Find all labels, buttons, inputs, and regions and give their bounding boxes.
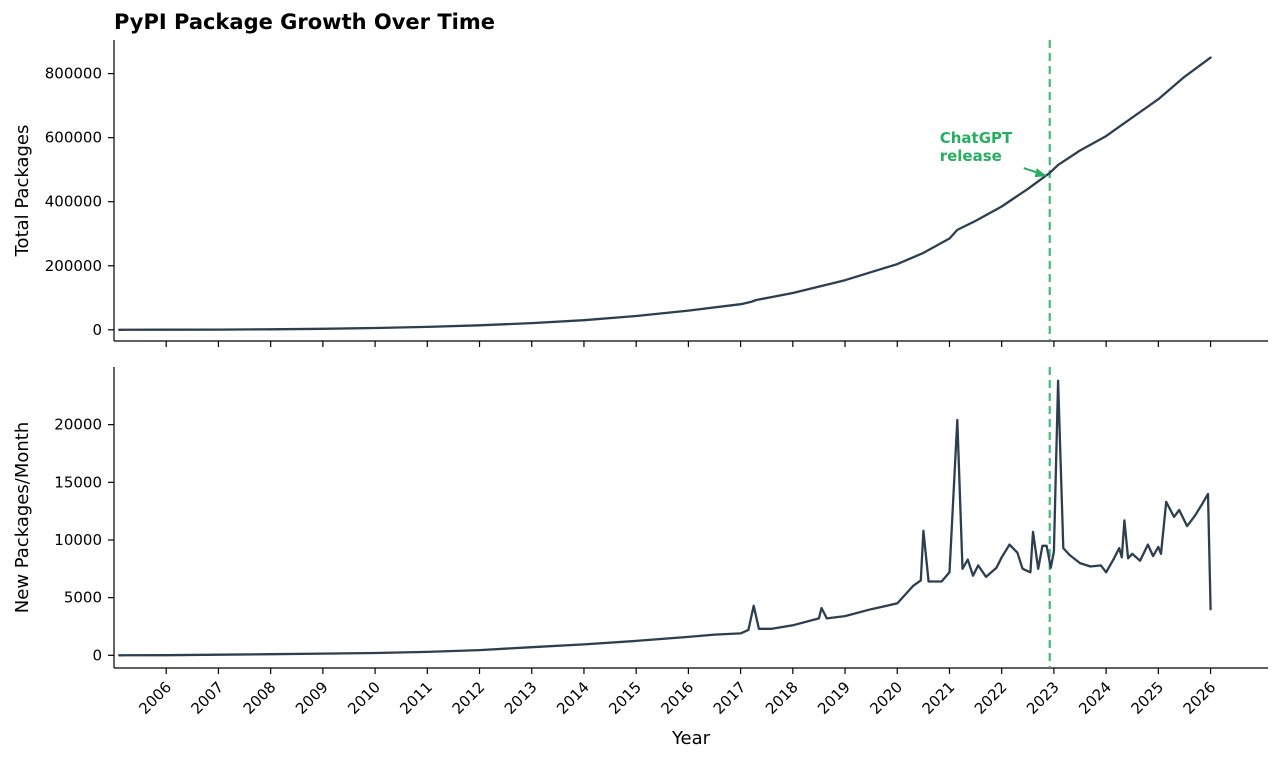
y-tick-label: 600000	[45, 129, 102, 147]
y-tick-label: 10000	[54, 531, 102, 549]
y-tick-label: 15000	[54, 473, 102, 491]
annotation-text: ChatGPT	[940, 129, 1013, 147]
x-tick-label: 2012	[449, 678, 489, 718]
y-axis-label: Total Packages	[12, 125, 33, 258]
x-tick-label: 2015	[605, 678, 645, 718]
x-tick-label: 2026	[1180, 678, 1220, 718]
x-tick-label: 2006	[135, 678, 175, 718]
x-tick-label: 2011	[396, 678, 436, 718]
y-tick-label: 200000	[45, 257, 102, 275]
y-tick-label: 0	[92, 321, 102, 339]
series-line	[118, 56, 1212, 331]
x-tick-label: 2025	[1127, 678, 1167, 718]
series-line	[118, 379, 1212, 657]
y-axis-label: New Packages/Month	[12, 422, 33, 613]
chart-title: PyPI Package Growth Over Time	[114, 10, 495, 34]
x-tick-label: 2021	[919, 678, 959, 718]
x-tick-label: 2008	[240, 678, 280, 718]
x-axis-label: Year	[671, 728, 711, 749]
x-tick-label: 2010	[344, 678, 384, 718]
x-tick-label: 2014	[553, 678, 593, 718]
x-tick-label: 2009	[292, 678, 332, 718]
y-tick-label: 20000	[54, 416, 102, 434]
y-tick-label: 5000	[64, 589, 102, 607]
x-tick-label: 2017	[710, 678, 750, 718]
x-tick-label: 2016	[657, 678, 697, 718]
annotation-arrowhead	[1034, 168, 1047, 178]
x-tick-label: 2024	[1075, 678, 1115, 718]
x-tick-label: 2013	[501, 678, 541, 718]
panel-2: 0 5000 10000 15000 20000 New Packages/Month 20…	[12, 367, 1268, 718]
x-tick-label: 2018	[762, 678, 802, 718]
x-tick-label: 2020	[866, 678, 906, 718]
x-tick-label: 2022	[971, 678, 1011, 718]
x-tick-label: 2007	[188, 678, 228, 718]
x-tick-label: 2019	[814, 678, 854, 718]
y-tick-label: 0	[92, 646, 102, 664]
annotation-text: release	[940, 147, 1002, 165]
y-tick-label: 800000	[45, 65, 102, 83]
panel-1: 0 200000 400000 600000 800000 Total Packages C…	[12, 40, 1268, 347]
y-tick-label: 400000	[45, 193, 102, 211]
x-tick-label: 2023	[1023, 678, 1063, 718]
